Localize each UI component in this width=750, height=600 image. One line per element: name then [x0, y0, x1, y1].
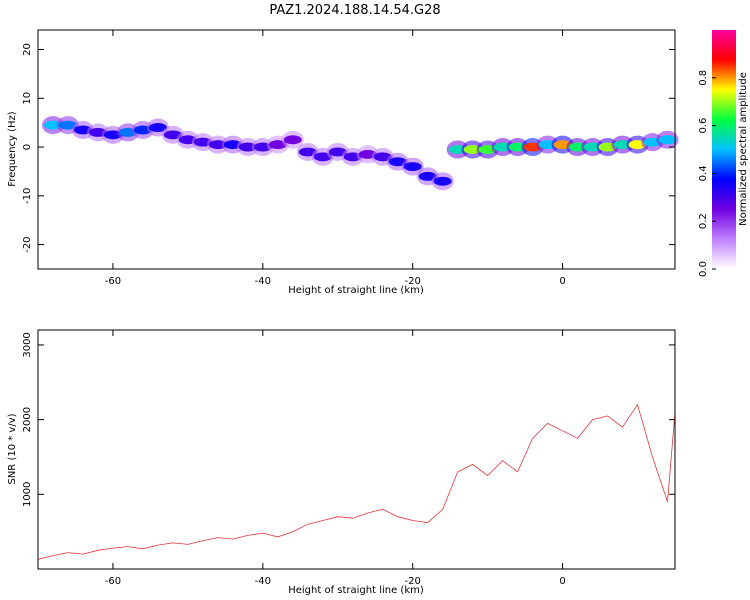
x-tick-label: -60 [105, 576, 121, 587]
bottom-x-axis-label: Height of straight line (km) [288, 585, 424, 596]
y-tick-label: 3000 [22, 332, 33, 357]
x-tick-label: -40 [255, 276, 271, 287]
heatmap-cells [41, 116, 679, 191]
heatmap-cell [283, 135, 302, 145]
x-tick-label: 0 [559, 576, 565, 587]
series-line-snr [37, 403, 676, 560]
x-tick-label: -60 [105, 276, 121, 287]
y-tick-label: 10 [22, 92, 33, 105]
top-x-axis-label: Height of straight line (km) [288, 285, 424, 296]
y-tick-label: 20 [22, 43, 33, 56]
y-tick-label: -10 [22, 188, 33, 204]
heatmap-cell [658, 135, 677, 145]
colorbar: 0.0 0.2 0.4 0.6 0.8 Normalized spectral ampl… [698, 30, 749, 277]
x-tick-label: -20 [405, 576, 421, 587]
colorbar-gradient [712, 30, 736, 269]
spectrogram-panel: -60 -40 -20 0 20 10 0 -10 -20 Height of straigh… [7, 29, 679, 296]
top-x-ticks: -60 -40 -20 0 [105, 30, 566, 287]
colorbar-tick-label: 0.6 [698, 118, 709, 134]
x-tick-label: -40 [255, 576, 271, 587]
colorbar-tick-label: 0.2 [698, 213, 709, 229]
bottom-y-axis-label: SNR (10 * v/v) [7, 413, 18, 484]
colorbar-tick-label: 0.0 [698, 261, 709, 277]
heatmap-cell [403, 162, 422, 172]
heatmap-cell [148, 123, 167, 133]
bottom-y-ticks: 3000 2000 1000 [22, 332, 675, 507]
colorbar-tick-label: 0.8 [698, 70, 709, 86]
x-tick-label: -20 [405, 276, 421, 287]
y-tick-label: 1000 [22, 482, 33, 507]
y-tick-label: 0 [22, 144, 33, 150]
top-y-ticks: 20 10 0 -10 -20 [22, 43, 675, 253]
colorbar-ticks: 0.0 0.2 0.4 0.6 0.8 [698, 70, 716, 277]
snr-panel: -60 -40 -20 0 3000 2000 1000 Height of straig… [7, 329, 676, 596]
heatmap-cell [433, 176, 452, 186]
snr-frame [37, 329, 676, 570]
colorbar-label: Normalized spectral amplitude [738, 72, 749, 226]
y-tick-label: 2000 [22, 407, 33, 432]
x-tick-label: 0 [559, 276, 565, 287]
chart-title: PAZ1.2024.188.14.54.G28 [269, 3, 440, 18]
bottom-x-ticks: -60 -40 -20 0 [105, 330, 566, 587]
y-tick-label: -20 [22, 236, 33, 252]
spectrogram-frame [37, 29, 676, 270]
top-y-axis-label: Frequency (Hz) [7, 111, 18, 187]
colorbar-tick-label: 0.4 [698, 165, 709, 181]
